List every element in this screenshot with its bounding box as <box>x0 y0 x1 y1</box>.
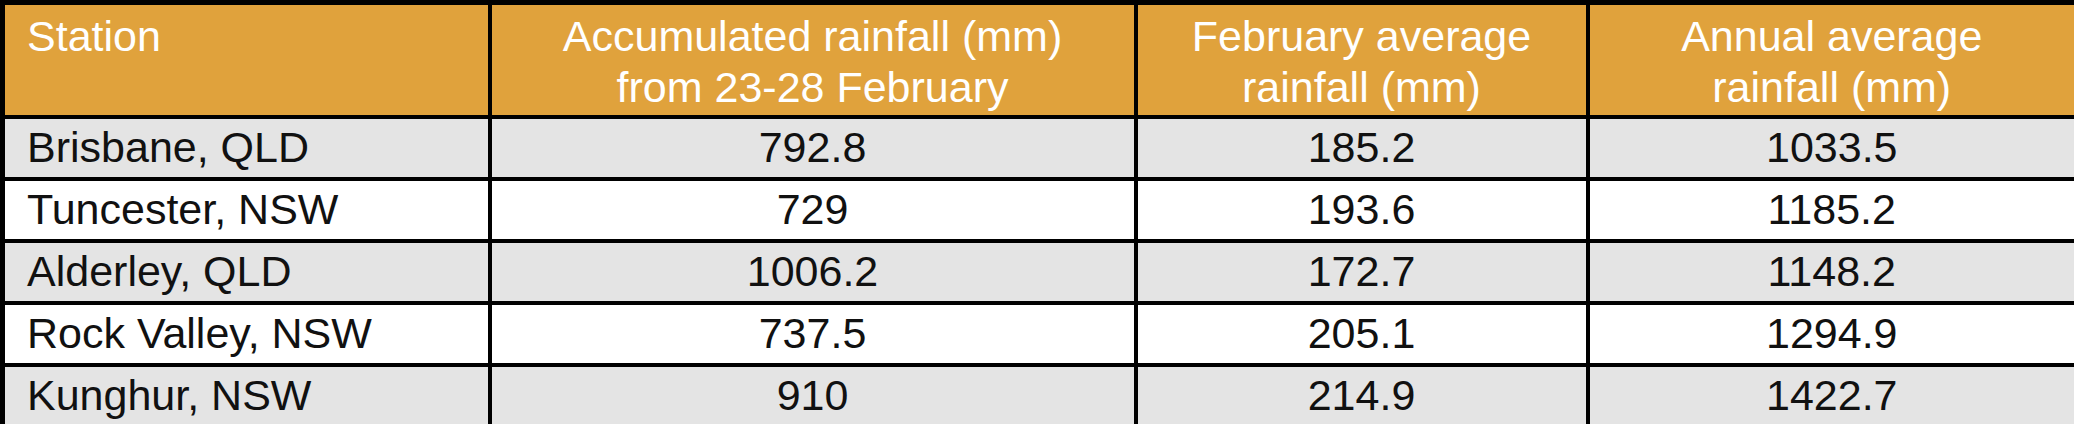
accumulated-rainfall-cell: 729 <box>490 179 1136 241</box>
col-header-accumulated-rainfall-label: Accumulated rainfall (mm) from 23-28 Feb… <box>493 11 1133 112</box>
station-cell: Tuncester, NSW <box>3 179 490 241</box>
col-header-february-average-label: February average rainfall (mm) <box>1139 11 1585 112</box>
station-cell: Alderley, QLD <box>3 241 490 303</box>
col-header-accumulated-rainfall: Accumulated rainfall (mm) from 23-28 Feb… <box>490 3 1136 117</box>
february-average-cell: 172.7 <box>1136 241 1588 303</box>
accumulated-rainfall-cell: 792.8 <box>490 117 1136 179</box>
annual-average-cell: 1422.7 <box>1588 365 2074 424</box>
accumulated-rainfall-cell: 737.5 <box>490 303 1136 365</box>
annual-average-cell: 1185.2 <box>1588 179 2074 241</box>
annual-average-cell: 1148.2 <box>1588 241 2074 303</box>
annual-average-cell: 1294.9 <box>1588 303 2074 365</box>
col-header-annual-average: Annual average rainfall (mm) <box>1588 3 2074 117</box>
station-cell: Brisbane, QLD <box>3 117 490 179</box>
table-row: Tuncester, NSW 729 193.6 1185.2 <box>3 179 2074 241</box>
february-average-cell: 205.1 <box>1136 303 1588 365</box>
february-average-cell: 214.9 <box>1136 365 1588 424</box>
february-average-cell: 185.2 <box>1136 117 1588 179</box>
col-header-annual-average-label: Annual average rainfall (mm) <box>1591 11 2074 112</box>
rainfall-table: Station Accumulated rainfall (mm) from 2… <box>0 0 2074 424</box>
col-header-station-label: Station <box>27 11 487 62</box>
table-header: Station Accumulated rainfall (mm) from 2… <box>3 3 2074 117</box>
col-header-february-average: February average rainfall (mm) <box>1136 3 1588 117</box>
table-row: Kunghur, NSW 910 214.9 1422.7 <box>3 365 2074 424</box>
table-body: Brisbane, QLD 792.8 185.2 1033.5 Tuncest… <box>3 117 2074 424</box>
february-average-cell: 193.6 <box>1136 179 1588 241</box>
table-row: Alderley, QLD 1006.2 172.7 1148.2 <box>3 241 2074 303</box>
col-header-station: Station <box>3 3 490 117</box>
table-row: Brisbane, QLD 792.8 185.2 1033.5 <box>3 117 2074 179</box>
annual-average-cell: 1033.5 <box>1588 117 2074 179</box>
station-cell: Kunghur, NSW <box>3 365 490 424</box>
rainfall-table-container: Station Accumulated rainfall (mm) from 2… <box>0 0 2074 424</box>
accumulated-rainfall-cell: 1006.2 <box>490 241 1136 303</box>
table-row: Rock Valley, NSW 737.5 205.1 1294.9 <box>3 303 2074 365</box>
accumulated-rainfall-cell: 910 <box>490 365 1136 424</box>
station-cell: Rock Valley, NSW <box>3 303 490 365</box>
header-row: Station Accumulated rainfall (mm) from 2… <box>3 3 2074 117</box>
